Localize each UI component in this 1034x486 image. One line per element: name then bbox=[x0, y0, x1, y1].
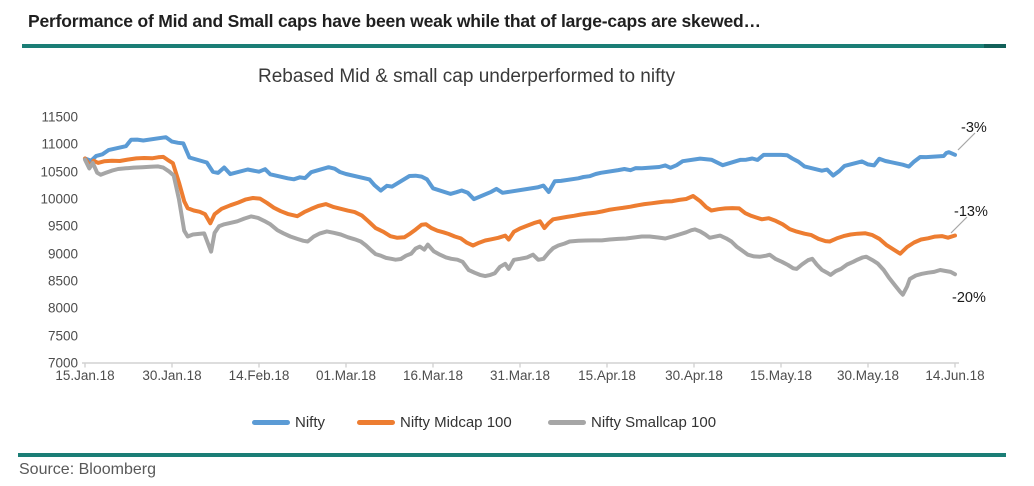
x-tick-label: 15.May.18 bbox=[749, 368, 813, 383]
y-tick-label: 9000 bbox=[47, 246, 78, 262]
nifty-annotation-leader bbox=[957, 132, 976, 151]
legend-label-midcap: Nifty Midcap 100 bbox=[400, 413, 512, 431]
nifty-line bbox=[83, 135, 957, 202]
header-divider bbox=[22, 44, 1006, 48]
y-tick-label: 7500 bbox=[47, 328, 78, 344]
midcap-annotation-leader bbox=[950, 216, 968, 234]
x-tick-label: 30.May.18 bbox=[836, 368, 900, 383]
page-title: Performance of Mid and Small caps have b… bbox=[28, 11, 761, 31]
header-divider-endcap bbox=[984, 44, 1006, 48]
x-tick-label: 16.Mar.18 bbox=[402, 368, 464, 383]
legend-label-nifty: Nifty bbox=[295, 413, 325, 431]
y-tick-label: 11000 bbox=[41, 136, 78, 152]
annotation-smallcap-return: -20% bbox=[952, 290, 986, 306]
x-tick-label: 01.Mar.18 bbox=[315, 368, 377, 383]
source-credit: Source: Bloomberg bbox=[19, 461, 156, 478]
smallcap-line-swatch bbox=[548, 419, 586, 425]
x-tick-label: 14.Jun.18 bbox=[925, 368, 985, 383]
header-divider-bar bbox=[22, 44, 1006, 48]
annotation-nifty-return: -3% bbox=[961, 120, 987, 136]
legend-item-smallcap: Nifty Smallcap 100 bbox=[548, 413, 716, 431]
chart-title: Rebased Mid & small cap underperformed t… bbox=[258, 66, 676, 87]
x-tick-label: 30.Apr.18 bbox=[665, 368, 723, 383]
y-tick-label: 10500 bbox=[40, 164, 78, 180]
x-tick-label: 15.Jan.18 bbox=[55, 368, 115, 383]
nifty-line-swatch bbox=[252, 419, 290, 425]
x-tick-label: 14.Feb.18 bbox=[228, 368, 290, 383]
legend-item-midcap: Nifty Midcap 100 bbox=[357, 413, 512, 431]
y-tick-label: 10000 bbox=[40, 191, 78, 207]
midcap-line-swatch bbox=[357, 419, 395, 425]
annotation-midcap-return: -13% bbox=[954, 204, 988, 220]
smallcap-line bbox=[83, 157, 957, 297]
legend-item-nifty: Nifty bbox=[252, 413, 325, 431]
y-tick-label: 8000 bbox=[47, 300, 78, 316]
footer-divider bbox=[18, 453, 1006, 457]
x-tick-label: 31.Mar.18 bbox=[489, 368, 551, 383]
footer-divider-bar bbox=[18, 453, 1006, 457]
y-tick-label: 11500 bbox=[41, 109, 78, 125]
y-tick-label: 7000 bbox=[47, 355, 78, 371]
y-tick-label: 8500 bbox=[47, 273, 78, 289]
legend-label-smallcap: Nifty Smallcap 100 bbox=[591, 413, 717, 431]
y-tick-label: 9500 bbox=[47, 218, 78, 234]
midcap-line bbox=[83, 154, 957, 256]
x-tick-label: 30.Jan.18 bbox=[142, 368, 202, 383]
chart-legend: Nifty Nifty Midcap 100 Nifty Smallcap 10… bbox=[0, 413, 1034, 431]
x-tick-label: 15.Apr.18 bbox=[578, 368, 636, 383]
